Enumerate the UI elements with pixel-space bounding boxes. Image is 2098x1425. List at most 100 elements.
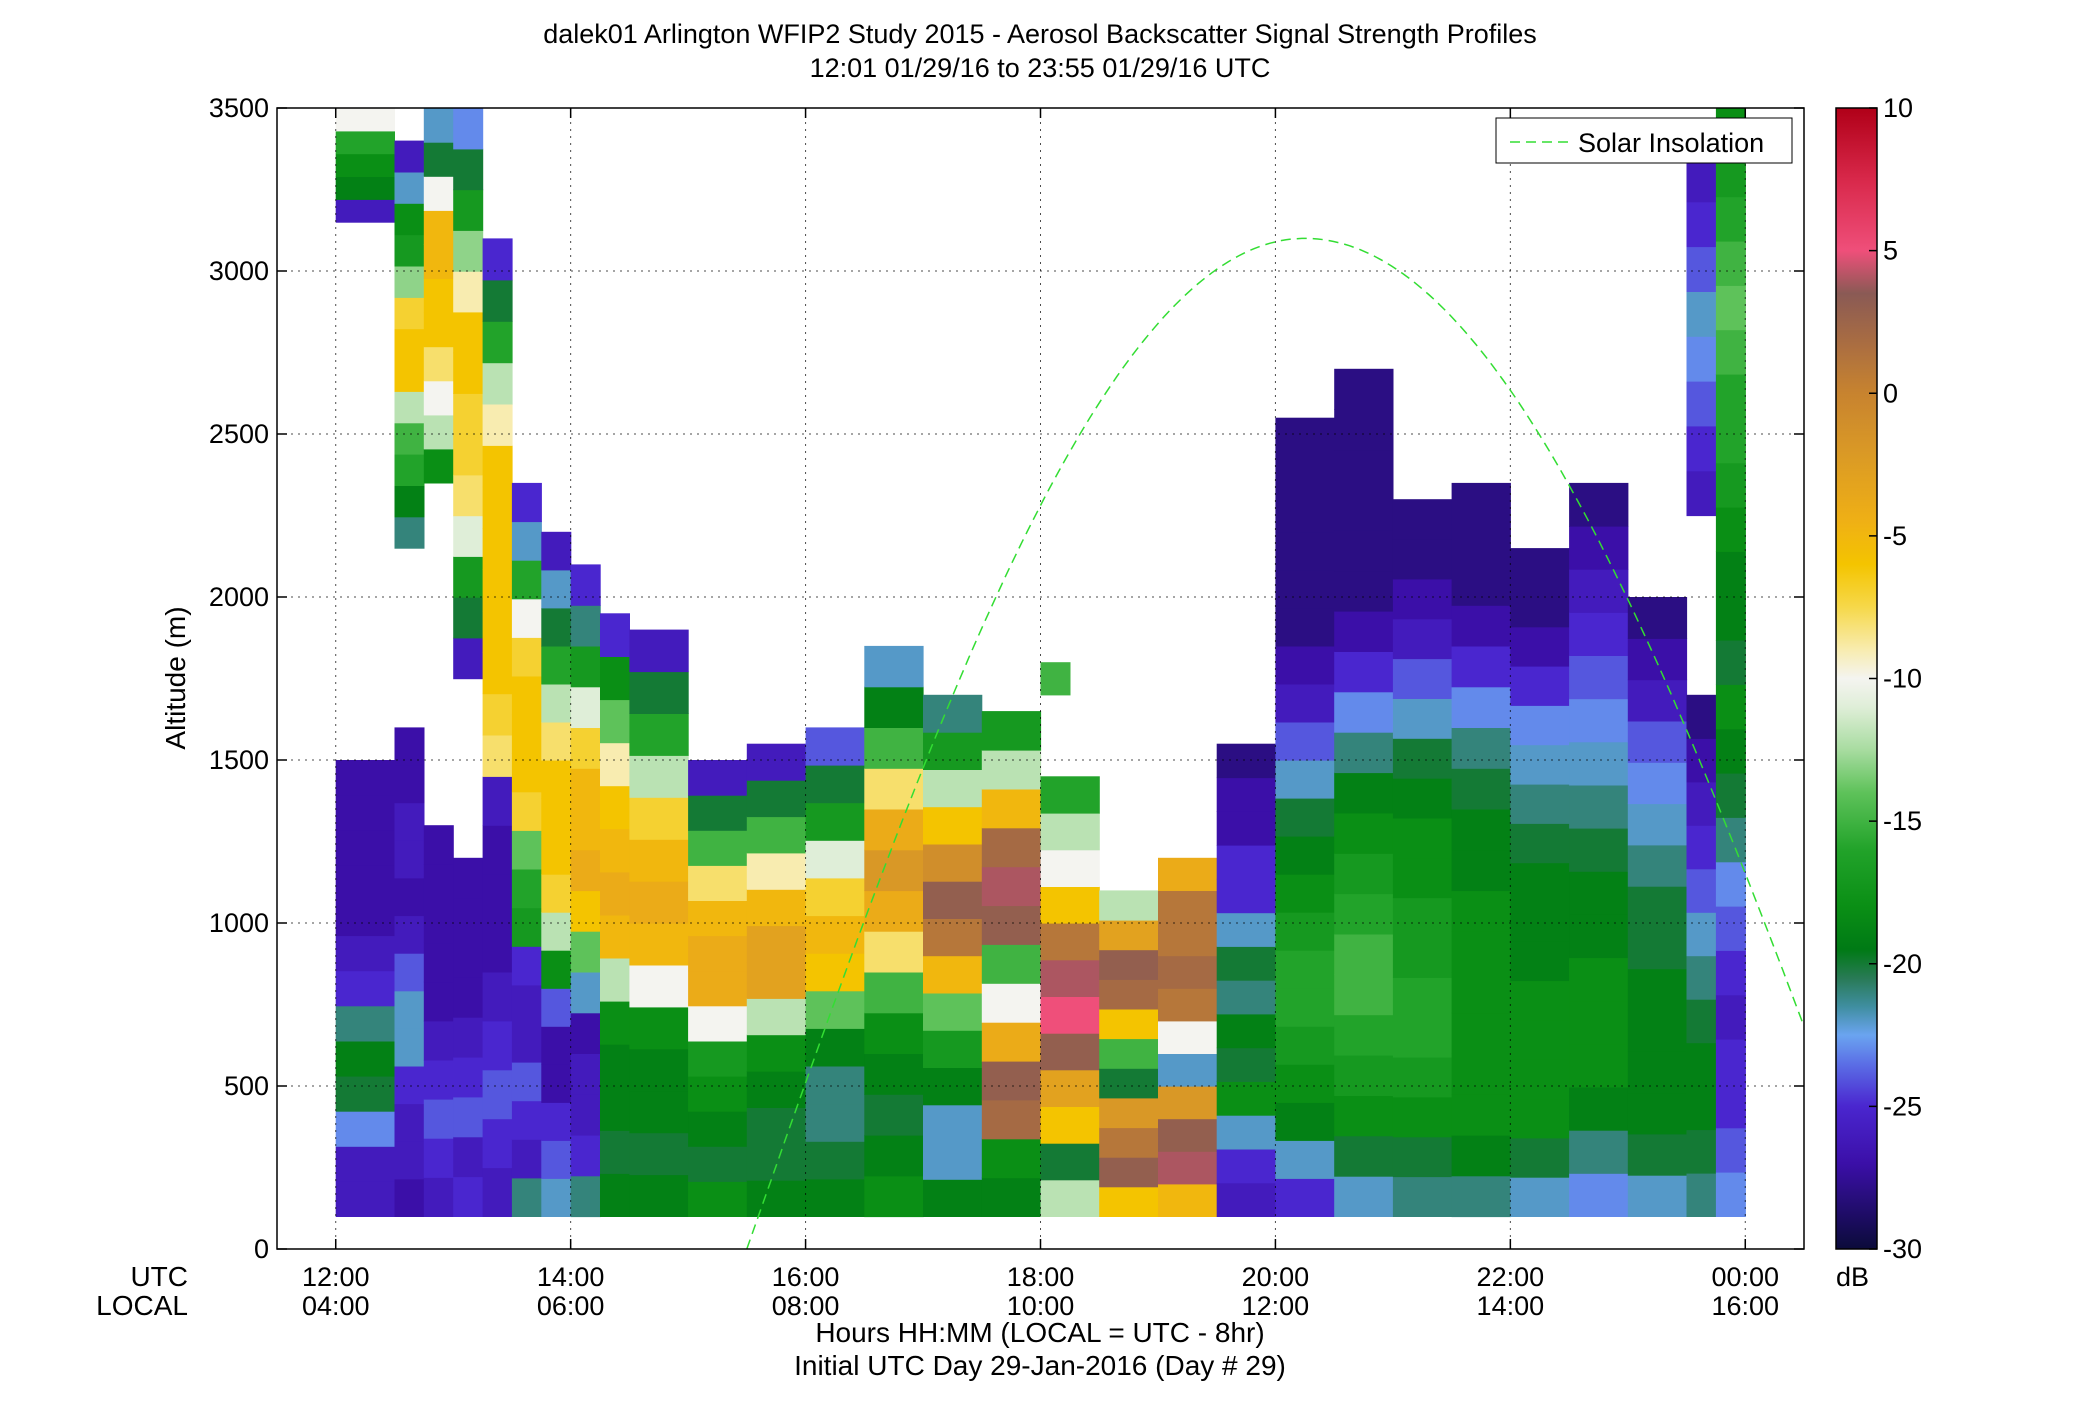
heatmap-cell [1451, 808, 1511, 851]
heatmap-cell [1686, 912, 1717, 957]
solar-insolation-line [746, 237, 1804, 1249]
heatmap-cell [1451, 564, 1511, 606]
heatmap-cell [1686, 1086, 1717, 1131]
heatmap-cell [1275, 912, 1335, 951]
heatmap-cell [423, 942, 454, 983]
heatmap-cell [1334, 409, 1394, 451]
heatmap-cell [511, 637, 542, 677]
heatmap-cell [1569, 741, 1629, 786]
y-tick-label: 2500 [209, 419, 269, 449]
x-tick-label-utc: 20:00 [1242, 1262, 1310, 1292]
heatmap-cell [923, 732, 983, 770]
heatmap-cell [453, 556, 484, 598]
x-tick-label-utc: 12:00 [302, 1262, 370, 1292]
heatmap-cell [864, 686, 924, 728]
heatmap-cell [1334, 974, 1394, 1016]
heatmap-cell [394, 140, 425, 173]
heatmap-cell [541, 722, 572, 761]
heatmap-cell [511, 830, 542, 870]
heatmap-cell [423, 346, 454, 382]
heatmap-cell [600, 1087, 630, 1131]
heatmap-cell [394, 765, 425, 804]
heatmap-cell [923, 843, 983, 882]
colorbar-tick-label: -5 [1883, 521, 1907, 551]
heatmap-cell [923, 992, 983, 1031]
heatmap-cell [1510, 784, 1570, 824]
heatmap-cell [511, 1100, 542, 1140]
heatmap-cell [394, 877, 425, 917]
heatmap-cell [805, 802, 865, 841]
heatmap-cell [1158, 1053, 1218, 1087]
heatmap-cell [688, 760, 748, 796]
heatmap-cell [1334, 732, 1394, 774]
heatmap-cell [1715, 329, 1746, 375]
heatmap-cell [1275, 1026, 1335, 1065]
heatmap-cell [1334, 449, 1394, 491]
heatmap-cell [1334, 368, 1394, 410]
heatmap-cell [1040, 849, 1100, 887]
heatmap-cell [805, 1103, 865, 1142]
heatmap-cell [335, 970, 395, 1007]
heatmap-cell [1275, 988, 1335, 1027]
heatmap-cell [805, 990, 865, 1029]
heatmap-cell [1451, 727, 1511, 769]
heatmap-cell [394, 1065, 425, 1105]
heatmap-cell [570, 727, 601, 769]
heatmap-cell [570, 808, 601, 851]
heatmap-cell [1216, 845, 1276, 880]
heatmap-cell [1158, 857, 1218, 891]
heatmap-cell [1510, 626, 1570, 667]
heatmap-cell [1334, 489, 1394, 531]
heatmap-cell [335, 900, 395, 937]
heatmap-cell [541, 950, 572, 989]
heatmap-cell [423, 1020, 454, 1061]
heatmap-cell [1392, 698, 1453, 739]
heatmap-cell [453, 230, 484, 272]
heatmap-cell [864, 768, 924, 810]
heatmap-cell [1099, 1097, 1159, 1129]
heatmap-cell [482, 403, 513, 446]
heatmap-cell [1627, 844, 1688, 887]
heatmap-cell [688, 830, 748, 866]
heatmap-cell [923, 918, 983, 957]
heatmap-cell [453, 1136, 484, 1178]
heatmap-cell [1334, 1014, 1394, 1056]
heatmap-cell [1686, 868, 1717, 913]
heatmap-cell [981, 1022, 1042, 1062]
heatmap-cell [1392, 539, 1453, 580]
heatmap-cell [1392, 897, 1453, 938]
x-axis-label: Hours HH:MM (LOCAL = UTC - 8hr) [815, 1317, 1264, 1348]
heatmap-cell [541, 836, 572, 875]
heatmap-cell [511, 869, 542, 909]
heatmap-cell [1392, 1176, 1453, 1217]
heatmap-cell [746, 925, 807, 963]
heatmap-cell [1510, 1059, 1570, 1100]
heatmap-cell [453, 515, 484, 557]
heatmap-cell [511, 791, 542, 831]
heatmap-cell [688, 1146, 748, 1182]
heatmap-cell [335, 1076, 395, 1112]
heatmap-cell [1627, 1009, 1688, 1052]
heatmap-cell [482, 825, 513, 875]
heatmap-cell [482, 1020, 513, 1071]
heatmap-cell [511, 1062, 542, 1102]
heatmap-cell [1099, 1186, 1159, 1217]
heatmap-cell [923, 694, 983, 733]
heatmap-cell [1275, 874, 1335, 913]
heatmap-cell [1158, 1118, 1218, 1152]
heatmap-cell [482, 486, 513, 529]
heatmap-cell [1158, 1020, 1218, 1054]
heatmap-cell [923, 1141, 983, 1180]
heatmap-cell [1451, 931, 1511, 973]
heatmap-cell [923, 769, 983, 808]
heatmap-cell [1627, 597, 1688, 639]
heatmap-cell [394, 266, 425, 298]
heatmap-cell [1275, 569, 1335, 609]
heatmap-cell [1275, 1178, 1335, 1217]
heatmap-cell [1510, 823, 1570, 864]
heatmap-cell [1158, 1086, 1218, 1120]
heatmap-cell [1216, 811, 1276, 846]
heatmap-cell [453, 1096, 484, 1138]
x-tick-label-local: 08:00 [772, 1291, 840, 1321]
heatmap-cell [981, 983, 1042, 1023]
